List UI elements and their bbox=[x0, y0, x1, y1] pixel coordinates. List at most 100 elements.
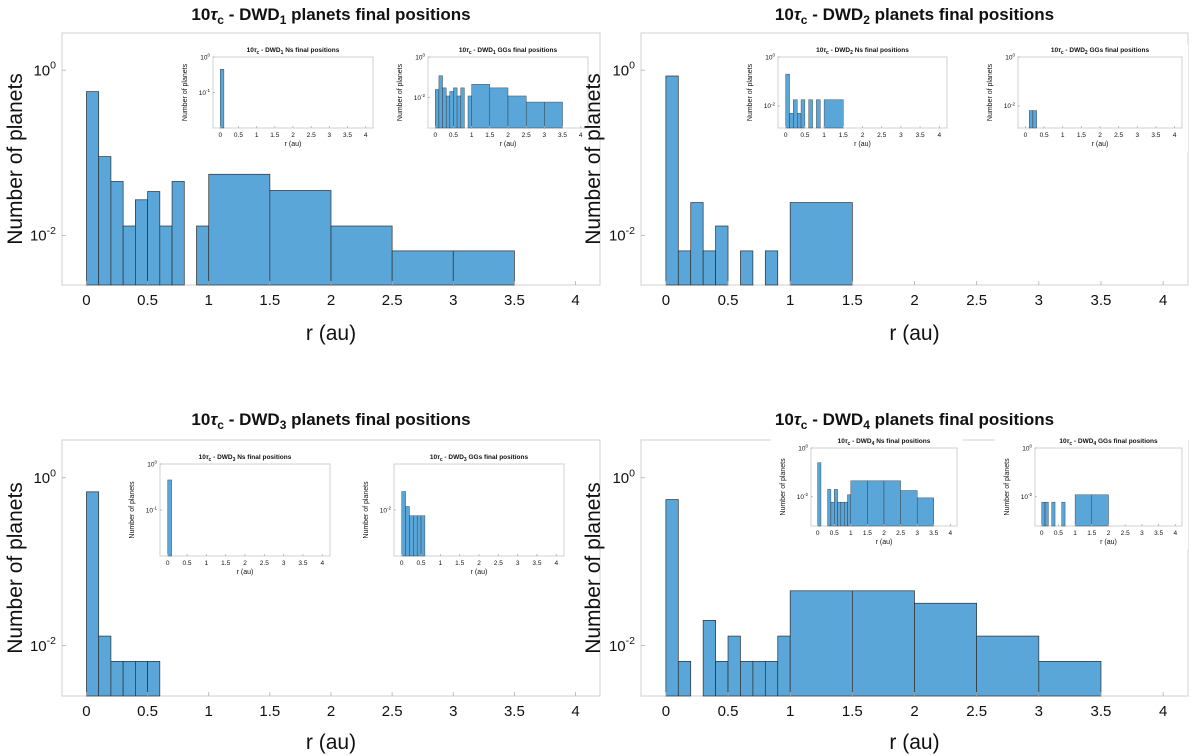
histogram-bar bbox=[847, 494, 852, 527]
y-tick-base: 10 bbox=[30, 228, 47, 245]
histogram-bar bbox=[665, 75, 679, 286]
histogram-bar bbox=[883, 480, 901, 527]
y-axis-label: Number of planets bbox=[582, 73, 605, 245]
x-tick-label: 2.5 bbox=[382, 292, 403, 309]
x-tick-labels: 0 0.5 1 1.5 2 2.5 3 3.5 4 bbox=[784, 126, 942, 139]
histogram-bar bbox=[840, 501, 845, 527]
title-tau: τ bbox=[206, 454, 209, 461]
histogram-bar bbox=[916, 497, 934, 527]
histogram-bar bbox=[1041, 501, 1046, 527]
y-tick-base: 10 bbox=[764, 103, 772, 110]
histogram-bar bbox=[442, 87, 447, 129]
histogram-bar bbox=[789, 202, 853, 286]
inset-y-axis-label: Number of planets bbox=[747, 63, 754, 121]
y-tick-label: 10-2 bbox=[414, 93, 426, 102]
inset-title: 10τc - DWD3 GGs final positions bbox=[430, 454, 529, 463]
histogram-bar bbox=[438, 75, 443, 129]
inset-title: 10τc - DWD1 GGs final positions bbox=[459, 47, 558, 56]
histogram-bar bbox=[544, 101, 563, 129]
title-tau: τ bbox=[794, 410, 802, 429]
y-axis-label: Number of planets bbox=[4, 482, 27, 654]
y-tick-base: 10 bbox=[200, 54, 208, 61]
x-tick-label: 1 bbox=[205, 560, 209, 567]
bars bbox=[785, 73, 844, 129]
histogram-bar bbox=[764, 660, 779, 697]
histogram-bar bbox=[843, 501, 848, 527]
x-tick-label: 3.5 bbox=[504, 292, 525, 309]
inset-x-axis-label: r (au) bbox=[237, 569, 254, 576]
inset-title: 10τc - DWD3 Ns final positions bbox=[199, 454, 292, 463]
x-tick-label: 4 bbox=[320, 560, 324, 567]
histogram-bar bbox=[715, 225, 729, 286]
x-tick-label: 1.5 bbox=[839, 132, 848, 139]
histogram-bar bbox=[413, 515, 418, 557]
x-tick-label: 2 bbox=[477, 560, 481, 567]
x-tick-label: 1 bbox=[822, 132, 826, 139]
title-tau: τ bbox=[210, 5, 218, 24]
title-subscript: 3 bbox=[464, 457, 467, 463]
y-tick-base: 10 bbox=[414, 95, 422, 102]
histogram-bar bbox=[1032, 110, 1037, 129]
x-tick-label: 4 bbox=[364, 132, 368, 139]
y-tick-base: 10 bbox=[612, 470, 629, 487]
panel-title: 10τc - DWD1 planets final positions bbox=[191, 5, 470, 27]
inset-x-axis-label: r (au) bbox=[285, 141, 302, 148]
x-tick-label: 3 bbox=[1035, 292, 1043, 309]
title-tau-subscript: c bbox=[209, 457, 212, 463]
x-tick-label: 2.5 bbox=[522, 132, 531, 139]
y-tick-base: 10 bbox=[798, 445, 806, 452]
title-mid: - DWD bbox=[443, 454, 465, 461]
x-tick-label: 0.5 bbox=[137, 292, 158, 309]
title-subscript: 3 bbox=[233, 457, 236, 463]
x-tick-label: 2.5 bbox=[494, 560, 503, 567]
inset-title: 10τc - DWD4 GGs final positions bbox=[1059, 438, 1158, 447]
x-tick-label: 0 bbox=[816, 530, 820, 537]
y-tick-exponent: 0 bbox=[50, 467, 56, 479]
x-tick-label: 2.5 bbox=[877, 132, 886, 139]
x-tick-label: 1.5 bbox=[842, 292, 863, 309]
y-tick-exponent: -2 bbox=[771, 101, 776, 106]
y-tick-exponent: -1 bbox=[206, 88, 211, 93]
inset-title: 10τc - DWD2 Ns final positions bbox=[816, 47, 909, 56]
title-tau-subscript: c bbox=[801, 418, 808, 432]
bars bbox=[665, 499, 1102, 697]
x-tick-label: 1.5 bbox=[270, 132, 279, 139]
title-tau: τ bbox=[794, 5, 802, 24]
inset-x-axis-label: r (au) bbox=[854, 141, 871, 148]
inset-y-axis-label: Number of planets bbox=[397, 63, 404, 121]
x-tick-label: 0 bbox=[1024, 132, 1028, 139]
histogram-bar bbox=[196, 225, 210, 286]
histogram-bar bbox=[715, 660, 729, 697]
histogram-bar bbox=[900, 490, 918, 527]
title-prefix: 10 bbox=[1059, 438, 1067, 445]
y-tick-label: 100 bbox=[798, 443, 808, 452]
x-tick-label: 1.5 bbox=[842, 703, 863, 720]
title-prefix: 10 bbox=[191, 410, 210, 429]
histogram-bar bbox=[391, 250, 454, 286]
histogram-bar bbox=[171, 181, 185, 286]
x-tick-label: 0.5 bbox=[830, 530, 839, 537]
y-tick-label: 100 bbox=[612, 467, 635, 487]
title-suffix: planets final positions bbox=[870, 410, 1054, 429]
x-tick-label: 3 bbox=[899, 132, 903, 139]
title-suffix: Ns final positions bbox=[853, 47, 909, 54]
y-tick-label: 10-2 bbox=[30, 635, 56, 655]
x-tick-label: 0.5 bbox=[183, 560, 192, 567]
y-tick-base: 10 bbox=[147, 461, 155, 468]
x-tick-label: 1.5 bbox=[485, 132, 494, 139]
histogram-bar bbox=[785, 73, 790, 129]
histogram-bar bbox=[507, 95, 527, 129]
x-tick-label: 3.5 bbox=[916, 132, 925, 139]
bars bbox=[86, 91, 515, 286]
title-tau-subscript: c bbox=[440, 457, 443, 463]
histogram-bar bbox=[690, 202, 704, 286]
inset-title: 10τc - DWD2 GGs final positions bbox=[1051, 47, 1150, 56]
title-tau: τ bbox=[254, 47, 257, 54]
x-tick-label: 0 bbox=[784, 132, 788, 139]
x-tick-label: 2.5 bbox=[1114, 132, 1123, 139]
histogram-bar bbox=[800, 99, 806, 129]
x-tick-label: 3 bbox=[282, 560, 286, 567]
